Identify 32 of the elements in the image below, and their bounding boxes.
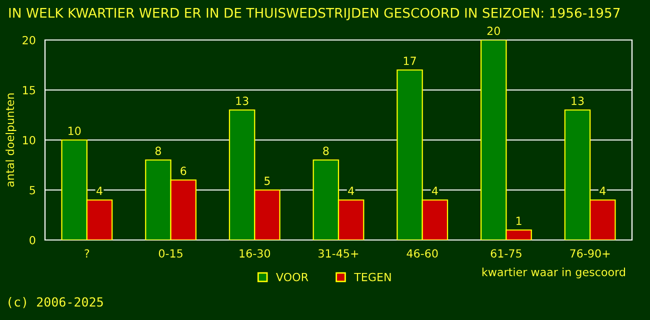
legend-label: TEGEN (354, 272, 391, 282)
data-label: 1 (516, 216, 522, 225)
y-tick-label: 10 (23, 136, 36, 144)
y-tick-label: 0 (30, 236, 36, 244)
data-label: 6 (180, 166, 186, 176)
data-label: 17 (404, 56, 416, 65)
data-label: 13 (236, 96, 248, 106)
data-label: 4 (600, 186, 606, 195)
y-tick-label: 5 (30, 186, 35, 194)
x-axis-title: kwartier waar in gescoord (482, 268, 625, 278)
x-tick-label: ? (84, 249, 90, 258)
data-label: 10 (68, 126, 81, 136)
data-label: 8 (323, 146, 329, 156)
data-label: 4 (96, 186, 102, 195)
legend-label: VOOR (276, 272, 308, 282)
y-tick-label: 20 (22, 36, 36, 44)
x-tick-label: 76-90+ (570, 249, 610, 258)
data-label: 4 (432, 186, 438, 195)
data-label: 13 (572, 96, 584, 106)
x-tick-label: 46-60 (406, 249, 438, 258)
chart-title: IN WELK KWARTIER WERD ER IN DE THUISWEDSTRIJDEN GESCOORD IN SEIZOEN: 1956-1957 (9, 8, 620, 20)
x-tick-label: 0-15 (158, 249, 182, 258)
y-axis-title: antal doelpunten (6, 94, 16, 187)
y-tick-label: 15 (23, 86, 35, 94)
data-label: 8 (155, 146, 161, 156)
x-tick-label: 31-45+ (318, 249, 358, 258)
x-tick-label: 61-75 (490, 249, 522, 258)
x-tick-label: 16-30 (240, 249, 270, 258)
data-label: 20 (487, 26, 500, 36)
data-label: 4 (348, 186, 354, 195)
data-label: 5 (264, 176, 270, 186)
text: (c) 2006-2025 (8, 297, 103, 308)
